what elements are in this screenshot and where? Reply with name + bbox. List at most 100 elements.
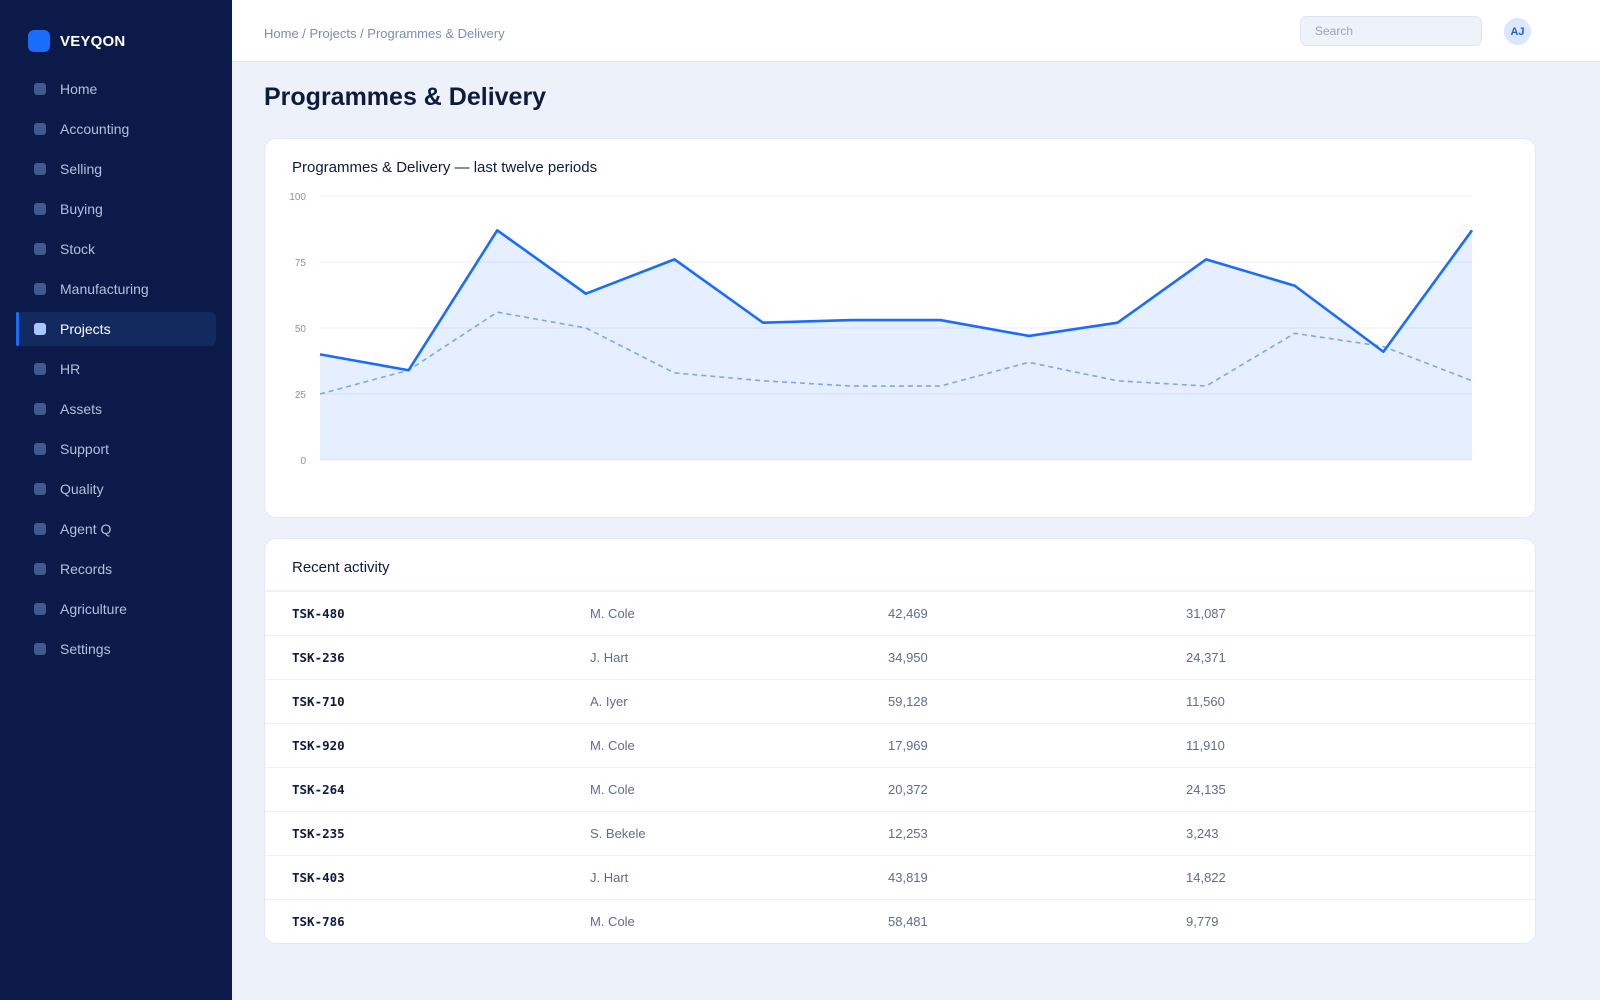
owner-cell: M. Cole [590,914,635,929]
search-input[interactable] [1300,16,1482,46]
sidebar-item-accounting[interactable]: Accounting [16,112,216,146]
sidebar-item-label: Manufacturing [60,281,149,297]
sidebar-item-projects[interactable]: Projects [16,312,216,346]
owner-cell: A. Iyer [590,694,628,709]
table-row[interactable]: TSK-236 J. Hart 34,950 24,371 [265,636,1535,680]
sidebar-item-label: Quality [60,481,104,497]
value-a-cell: 17,969 [888,738,928,753]
value-a-cell: 12,253 [888,826,928,841]
sidebar-item-selling[interactable]: Selling [16,152,216,186]
y-tick-label: 100 [289,192,306,203]
recent-activity-card: Recent activity TSK-480 M. Cole 42,469 31,0… [264,538,1536,944]
table-row[interactable]: TSK-235 S. Bekele 12,253 3,243 [265,812,1535,856]
sidebar-item-quality[interactable]: Quality [16,472,216,506]
table-row[interactable]: TSK-786 M. Cole 58,481 9,779 [265,900,1535,943]
sidebar-item-label: Buying [60,201,103,217]
recent-activity-title: Recent activity [292,559,390,576]
nav-square-icon [34,203,46,215]
sidebar-item-support[interactable]: Support [16,432,216,466]
sidebar-nav: Home Accounting Selling Buying Stock Manufact… [16,72,216,672]
sidebar-item-label: Agent Q [60,521,112,537]
table-row[interactable]: TSK-480 M. Cole 42,469 31,087 [265,592,1535,636]
value-a-cell: 20,372 [888,782,928,797]
nav-square-icon [34,243,46,255]
sidebar-item-hr[interactable]: HR [16,352,216,386]
sidebar-item-label: Assets [60,401,103,417]
chart-card: Programmes & Delivery — last twelve peri… [264,138,1536,518]
value-a-cell: 34,950 [888,650,928,665]
value-b-cell: 11,910 [1186,738,1225,753]
value-b-cell: 14,822 [1186,870,1226,885]
table-row[interactable]: TSK-710 A. Iyer 59,128 11,560 [265,680,1535,724]
sidebar-item-agent-q[interactable]: Agent Q [16,512,216,546]
sidebar-item-label: HR [60,361,81,377]
sidebar-item-label: Support [60,441,110,457]
value-b-cell: 24,371 [1186,650,1226,665]
owner-cell: M. Cole [590,782,635,797]
sidebar-item-buying[interactable]: Buying [16,192,216,226]
nav-square-icon [34,603,46,615]
owner-cell: M. Cole [590,606,635,621]
table-row[interactable]: TSK-920 M. Cole 17,969 11,910 [265,724,1535,768]
brand-name: VEYQON [60,32,126,50]
table-row[interactable]: TSK-264 M. Cole 20,372 24,135 [265,768,1535,812]
sidebar-item-stock[interactable]: Stock [16,232,216,266]
y-tick-label: 25 [295,390,307,401]
task-id-cell: TSK-920 [292,738,345,753]
task-id-cell: TSK-710 [292,694,345,709]
value-a-cell: 58,481 [888,914,928,929]
sidebar-item-label: Home [60,81,98,97]
sidebar-item-settings[interactable]: Settings [16,632,216,666]
nav-square-icon [34,323,46,335]
sidebar-item-home[interactable]: Home [16,72,216,106]
sidebar-item-records[interactable]: Records [16,552,216,586]
value-b-cell: 31,087 [1186,606,1226,621]
y-tick-label: 75 [295,258,307,269]
owner-cell: J. Hart [590,870,629,885]
sidebar-item-manufacturing[interactable]: Manufacturing [16,272,216,306]
task-id-cell: TSK-264 [292,782,345,797]
sidebar-item-label: Selling [60,161,103,177]
sidebar-item-label: Agriculture [60,601,127,617]
sidebar-item-label: Records [60,561,113,577]
nav-square-icon [34,643,46,655]
avatar[interactable]: AJ [1504,18,1531,45]
nav-square-icon [34,163,46,175]
task-id-cell: TSK-236 [292,650,345,665]
table-divider [265,590,1535,592]
task-id-cell: TSK-480 [292,606,345,621]
series-0-line [319,229,1474,372]
series-0-area [320,230,1472,460]
top-bar: Home / Projects / Programmes & Delivery … [232,0,1600,62]
nav-square-icon [34,83,46,95]
nav-square-icon [34,403,46,415]
brand[interactable]: VEYQON [28,30,125,52]
nav-square-icon [34,283,46,295]
nav-square-icon [34,363,46,375]
table-row[interactable]: TSK-403 J. Hart 43,819 14,822 [265,856,1535,900]
nav-square-icon [34,483,46,495]
value-a-cell: 42,469 [888,606,928,621]
value-a-cell: 43,819 [888,870,928,885]
nav-square-icon [34,123,46,135]
owner-cell: J. Hart [590,650,629,665]
value-b-cell: 11,560 [1186,694,1225,709]
sidebar-item-agriculture[interactable]: Agriculture [16,592,216,626]
owner-cell: S. Bekele [590,826,646,841]
brand-logo-icon [28,30,50,52]
y-tick-label: 0 [300,456,306,467]
nav-square-icon [34,523,46,535]
sidebar-item-label: Settings [60,641,111,657]
sidebar-item-label: Stock [60,241,96,257]
line-chart: 0 25 50 75 100 [289,192,1474,467]
value-b-cell: 3,243 [1186,826,1219,841]
sidebar-item-label: Accounting [60,121,130,137]
y-tick-label: 50 [295,324,307,335]
nav-square-icon [34,443,46,455]
value-b-cell: 24,135 [1186,782,1226,797]
owner-cell: M. Cole [590,738,635,753]
series-1-line [319,311,1473,395]
task-id-cell: TSK-786 [292,914,345,929]
value-a-cell: 59,128 [888,694,928,709]
sidebar-item-assets[interactable]: Assets [16,392,216,426]
